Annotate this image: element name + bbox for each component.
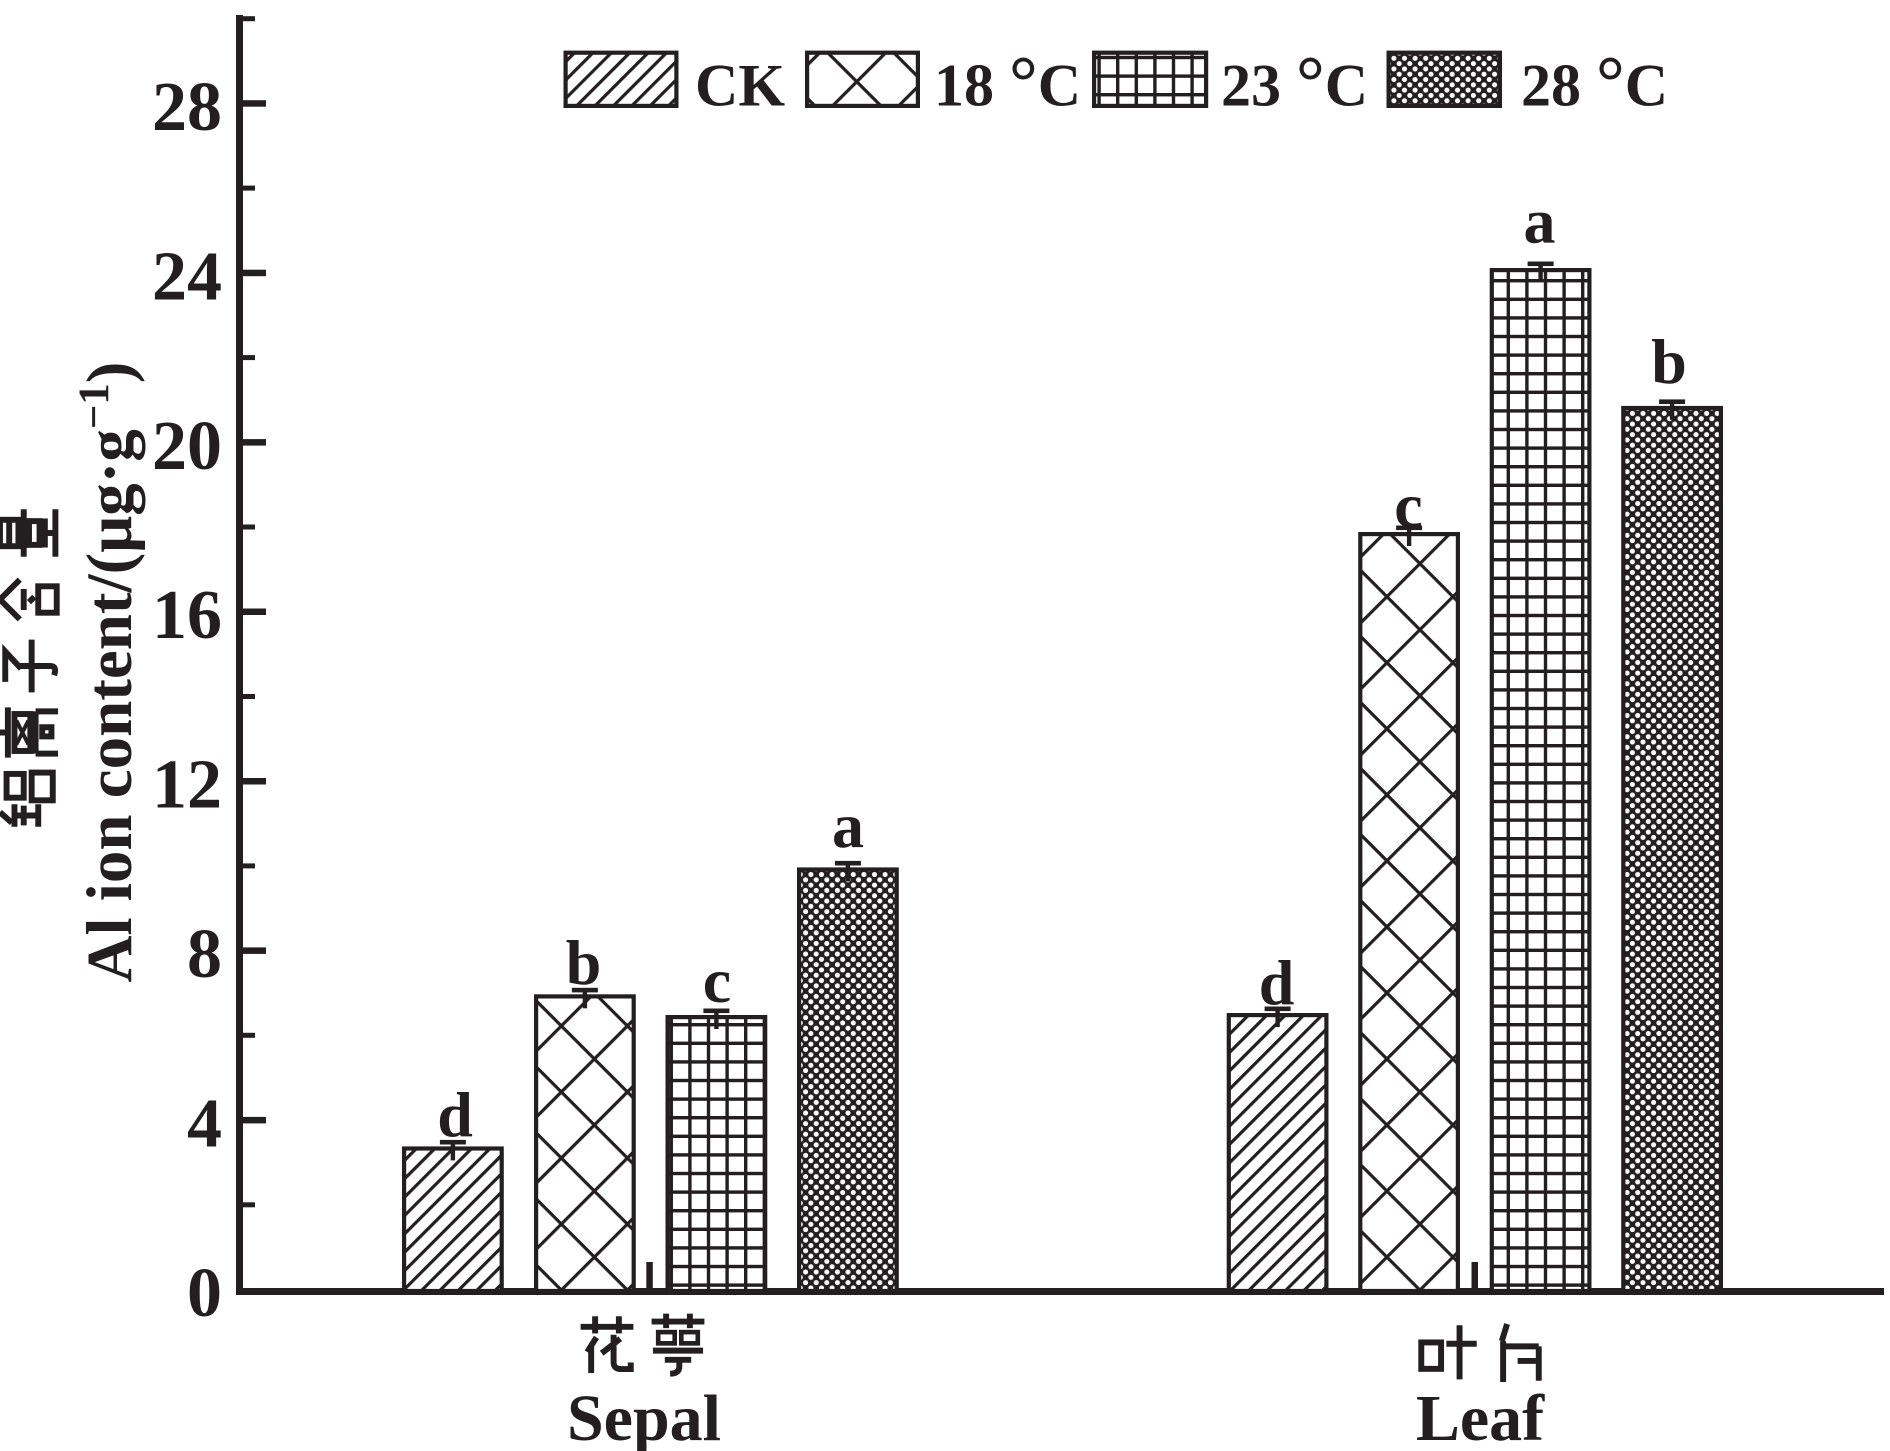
svg-text:d: d [1259,947,1295,1018]
svg-text:Sepal: Sepal [567,1382,721,1451]
svg-text:16: 16 [152,577,222,654]
svg-text:24: 24 [152,238,222,315]
svg-text:a: a [832,790,864,861]
svg-text:c: c [703,945,731,1016]
svg-text:b: b [566,927,602,998]
svg-text:12: 12 [152,747,222,824]
svg-text:Al ion content/(μg·g−1): Al ion content/(μg·g−1) [71,362,146,983]
svg-text:4: 4 [187,1086,222,1163]
svg-text:20: 20 [152,408,222,485]
svg-text:23 °C: 23 °C [1221,42,1368,122]
svg-text:0: 0 [187,1255,222,1332]
svg-text:d: d [437,1079,473,1150]
svg-text:18 °C: 18 °C [934,42,1081,122]
svg-text:c: c [1394,470,1422,541]
svg-text:CK: CK [695,53,785,119]
svg-text:b: b [1651,326,1687,397]
svg-text:8: 8 [187,916,222,993]
svg-text:Leaf: Leaf [1416,1382,1545,1451]
svg-text:28: 28 [152,69,222,146]
svg-text:28 °C: 28 °C [1521,42,1668,122]
svg-text:a: a [1524,186,1556,257]
